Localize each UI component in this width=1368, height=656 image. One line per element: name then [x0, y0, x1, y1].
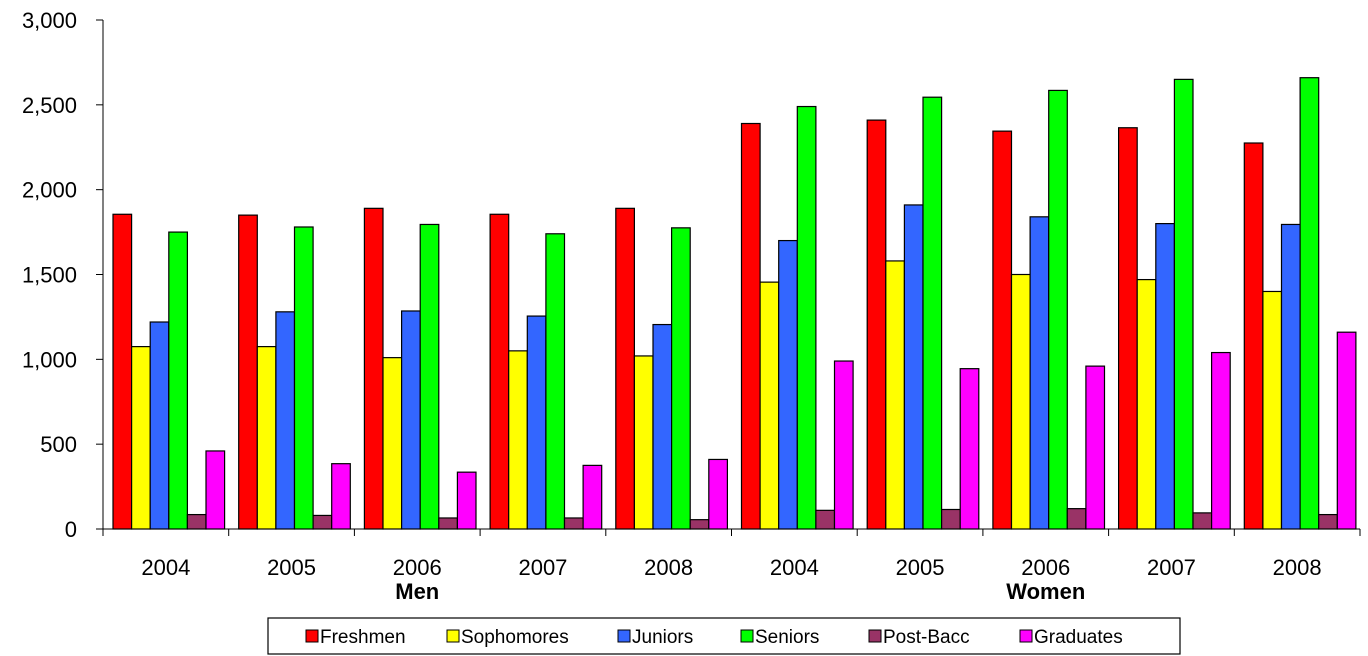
bar-seniors-2	[419, 223, 440, 530]
bar-freshmen-9	[1243, 142, 1264, 530]
bar-juniors-7	[1029, 216, 1050, 530]
x-tick-label: 2004	[770, 555, 819, 580]
bar-juniors-5	[778, 239, 798, 530]
legend-swatch-post-bacc	[868, 629, 882, 643]
y-tick-label: 2,000	[22, 178, 77, 203]
bar-graduates-5	[833, 360, 854, 530]
bar-sophomores-3	[508, 350, 528, 530]
bar-freshmen-5	[740, 122, 761, 530]
bar-graduates-2	[456, 471, 477, 530]
bar-sophomores-9	[1262, 290, 1283, 530]
y-tick-label: 2,500	[22, 93, 77, 118]
bar-freshmen-6	[866, 119, 887, 530]
legend-label-post-bacc: Post-Bacc	[883, 627, 970, 648]
bar-graduates-0	[205, 450, 226, 530]
bar-post-bacc-1	[312, 514, 333, 530]
bar-juniors-0	[149, 321, 170, 530]
x-tick-label: 2007	[1147, 555, 1196, 580]
bar-graduates-7	[1085, 365, 1106, 530]
bar-post-bacc-9	[1318, 513, 1338, 530]
bar-graduates-6	[959, 368, 980, 530]
bar-sophomores-8	[1136, 278, 1157, 530]
x-tick-label: 2006	[1021, 555, 1070, 580]
bars	[112, 77, 1357, 530]
legend-swatch-seniors	[740, 629, 754, 643]
x-tick-label: 2005	[896, 555, 945, 580]
bar-graduates-4	[708, 458, 728, 530]
bar-seniors-3	[545, 233, 566, 530]
bar-seniors-7	[1048, 89, 1068, 530]
group-label-men: Men	[395, 579, 439, 604]
y-tick-label: 3,000	[22, 8, 77, 33]
legend-swatch-sophomores	[446, 629, 460, 643]
bar-graduates-3	[582, 464, 603, 530]
legend-swatch-graduates	[1019, 629, 1033, 643]
bar-seniors-4	[670, 227, 691, 530]
group-labels: Men Women	[395, 579, 1085, 604]
bar-post-bacc-0	[186, 513, 207, 530]
bar-freshmen-4	[615, 207, 635, 530]
x-tick-label: 2007	[518, 555, 567, 580]
group-label-women: Women	[1006, 579, 1085, 604]
y-tick-label: 500	[40, 432, 77, 457]
legend-swatch-freshmen	[305, 629, 319, 643]
y-tick-label: 1,500	[22, 263, 77, 288]
bar-seniors-5	[796, 105, 817, 530]
y-tick-label: 1,000	[22, 347, 77, 372]
bar-post-bacc-4	[689, 519, 710, 530]
bar-juniors-9	[1280, 223, 1301, 530]
bar-freshmen-3	[489, 213, 510, 530]
legend: Freshmen Sophomores Juniors Seniors Post-Bac…	[267, 617, 1181, 655]
bar-sophomores-4	[633, 355, 654, 530]
bar-post-bacc-5	[815, 509, 836, 530]
bar-juniors-8	[1155, 223, 1176, 530]
bar-sophomores-1	[256, 346, 277, 530]
bar-post-bacc-3	[563, 517, 584, 530]
bar-juniors-2	[401, 310, 421, 530]
bar-sophomores-5	[759, 281, 780, 530]
bar-sophomores-2	[382, 357, 403, 530]
legend-label-juniors: Juniors	[632, 627, 693, 648]
bar-post-bacc-7	[1066, 508, 1087, 530]
bar-seniors-6	[922, 96, 943, 530]
bar-sophomores-6	[885, 260, 905, 530]
bar-seniors-9	[1299, 77, 1320, 530]
legend-label-seniors: Seniors	[755, 627, 819, 648]
bar-post-bacc-8	[1192, 512, 1213, 530]
legend-label-sophomores: Sophomores	[461, 627, 569, 648]
bar-freshmen-1	[238, 214, 258, 530]
y-tick-label: 0	[65, 517, 77, 542]
legend-label-freshmen: Freshmen	[320, 627, 406, 648]
bar-post-bacc-6	[940, 508, 961, 530]
bar-juniors-3	[526, 315, 547, 530]
bar-sophomores-7	[1010, 273, 1031, 530]
x-axis: 2004 2005 2006 2007 2008 2004 2005 2006 2007 2008	[102, 528, 1361, 580]
x-tick-label: 2005	[267, 555, 316, 580]
x-tick-label: 2008	[644, 555, 693, 580]
bar-graduates-8	[1210, 351, 1231, 530]
bar-graduates-1	[331, 463, 351, 530]
x-tick-label: 2004	[141, 555, 190, 580]
x-tick-label: 2006	[393, 555, 442, 580]
bar-juniors-4	[652, 323, 673, 530]
bar-freshmen-2	[363, 207, 384, 530]
bar-seniors-1	[293, 226, 314, 530]
x-tick-label: 2008	[1273, 555, 1322, 580]
bar-seniors-0	[168, 231, 189, 530]
legend-swatch-juniors	[617, 629, 631, 643]
bar-seniors-8	[1173, 78, 1194, 530]
bar-freshmen-7	[992, 130, 1013, 530]
bar-sophomores-0	[131, 346, 151, 530]
legend-label-graduates: Graduates	[1034, 627, 1123, 648]
bar-freshmen-8	[1117, 127, 1138, 530]
bar-juniors-1	[275, 311, 296, 530]
bar-juniors-6	[903, 204, 924, 530]
bar-freshmen-0	[112, 213, 133, 530]
bar-graduates-9	[1336, 331, 1357, 530]
bar-post-bacc-2	[438, 517, 458, 530]
y-axis: 0 500 1,000 1,500 2,000 2,500 3,000	[22, 8, 104, 542]
